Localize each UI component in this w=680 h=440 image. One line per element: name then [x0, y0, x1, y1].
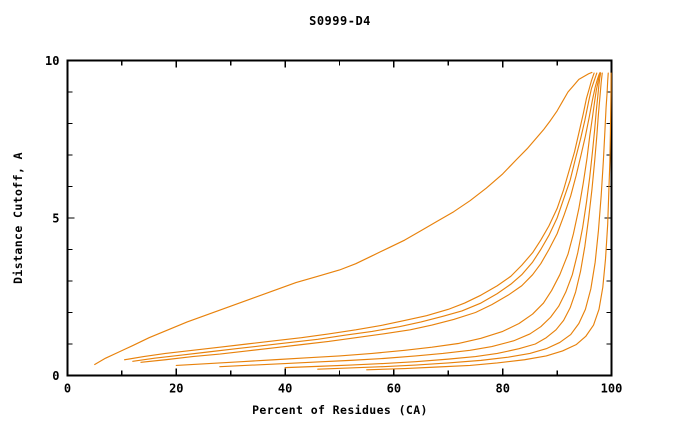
y-axis-label: Distance Cutoff, A — [11, 152, 25, 284]
data-curve — [317, 72, 609, 370]
data-curve — [175, 72, 601, 366]
data-curve — [132, 72, 598, 362]
x-tick-label: 40 — [278, 382, 292, 396]
y-tick-label: 5 — [52, 212, 59, 226]
data-curve — [366, 72, 612, 371]
x-tick-label: 60 — [387, 382, 401, 396]
data-curve — [219, 72, 602, 368]
plot-frame — [66, 59, 613, 377]
data-curve — [284, 72, 603, 369]
y-tick-label: 10 — [45, 54, 59, 68]
x-tick-label: 100 — [601, 382, 623, 396]
data-curves-group — [94, 71, 612, 371]
axis-ticks-group — [66, 59, 613, 377]
x-tick-label: 20 — [169, 382, 183, 396]
data-curve — [140, 71, 601, 363]
y-tick-label: 0 — [52, 369, 59, 383]
data-curve — [124, 72, 595, 361]
data-curve — [94, 71, 593, 366]
x-tick-label: 0 — [64, 382, 71, 396]
tick-labels-group: 0 20 40 60 80 100 0 5 10 — [45, 54, 622, 396]
x-tick-label: 80 — [495, 382, 509, 396]
x-axis-label: Percent of Residues (CA) — [252, 403, 428, 417]
chart-title: S0999-D4 — [309, 14, 371, 28]
